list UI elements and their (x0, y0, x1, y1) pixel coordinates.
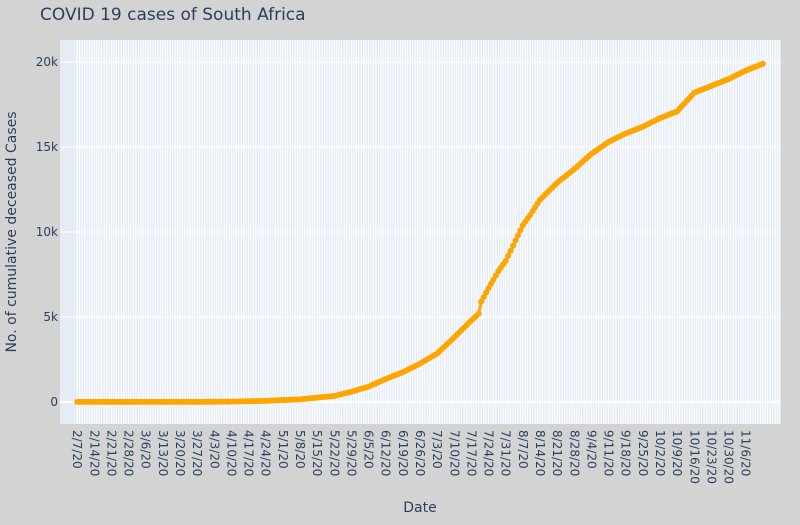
x-tick-label: 3/27/20 (190, 430, 204, 476)
x-tick-labels: 2/7/20 2/14/20 2/21/20 2/28/20 3/6/20 3/13/20… (70, 430, 753, 484)
x-tick-label: 2/28/20 (122, 430, 136, 476)
x-tick-label: 7/17/20 (464, 430, 478, 476)
x-tick-label: 6/12/20 (379, 430, 393, 476)
x-tick-label: 10/23/20 (704, 430, 718, 484)
x-tick-label: 6/19/20 (396, 430, 410, 476)
x-tick-label: 2/14/20 (87, 430, 101, 476)
x-tick-label: 6/5/20 (362, 430, 376, 469)
x-tick-label: 7/10/20 (447, 430, 461, 476)
grid-lines (60, 40, 781, 424)
y-tick-labels: 0 5k 10k 15k 20k (36, 55, 58, 409)
x-tick-label: 10/2/20 (653, 430, 667, 476)
x-tick-label: 10/9/20 (670, 430, 684, 476)
x-tick-label: 11/6/20 (739, 430, 753, 476)
chart-title: COVID 19 cases of South Africa (40, 5, 306, 25)
x-tick-label: 7/31/20 (499, 430, 513, 476)
data-point[interactable] (505, 252, 512, 259)
data-point[interactable] (759, 60, 766, 67)
y-tick-label: 10k (36, 225, 58, 239)
x-tick-label: 8/7/20 (516, 430, 530, 469)
x-tick-label: 7/24/20 (482, 430, 496, 476)
x-tick-label: 5/15/20 (310, 430, 324, 476)
data-point[interactable] (483, 289, 490, 296)
x-tick-label: 10/30/20 (722, 430, 736, 484)
x-tick-label: 4/10/20 (224, 430, 238, 476)
x-tick-label: 7/3/20 (430, 430, 444, 469)
y-axis-title: No. of cumulative deceased Cases (4, 111, 20, 352)
data-point[interactable] (510, 242, 517, 249)
x-tick-label: 9/18/20 (619, 430, 633, 476)
data-point[interactable] (514, 232, 521, 239)
x-tick-label: 5/1/20 (276, 430, 290, 469)
x-tick-label: 8/14/20 (533, 430, 547, 476)
x-tick-label: 4/24/20 (259, 430, 273, 476)
y-tick-label: 20k (36, 55, 58, 69)
x-tick-label: 3/20/20 (173, 430, 187, 476)
x-tick-label: 9/4/20 (584, 430, 598, 469)
y-tick-label: 15k (36, 140, 58, 154)
series-layer (74, 60, 766, 405)
x-tick-label: 9/11/20 (602, 430, 616, 476)
data-point[interactable] (502, 257, 509, 264)
x-tick-label: 9/25/20 (636, 430, 650, 476)
x-tick-label: 5/8/20 (293, 430, 307, 469)
y-tick-label: 0 (50, 395, 58, 409)
x-tick-label: 10/16/20 (687, 430, 701, 484)
x-tick-label: 8/28/20 (567, 430, 581, 476)
data-point[interactable] (507, 247, 514, 254)
x-tick-label: 8/21/20 (550, 430, 564, 476)
x-tick-label: 5/22/20 (327, 430, 341, 476)
y-tick-label: 5k (43, 310, 58, 324)
data-point[interactable] (517, 227, 524, 234)
x-tick-label: 5/29/20 (344, 430, 358, 476)
x-tick-label: 2/7/20 (70, 430, 84, 469)
x-tick-label: 3/13/20 (156, 430, 170, 476)
data-point[interactable] (512, 237, 519, 244)
x-tick-label: 2/21/20 (104, 430, 118, 476)
data-point[interactable] (478, 298, 485, 305)
x-tick-label: 6/26/20 (413, 430, 427, 476)
data-point[interactable] (480, 294, 487, 301)
data-point[interactable] (475, 310, 482, 317)
x-tick-label: 4/3/20 (207, 430, 221, 469)
x-tick-label: 4/17/20 (242, 430, 256, 476)
x-tick-label: 3/6/20 (139, 430, 153, 469)
x-axis-title: Date (403, 500, 436, 516)
